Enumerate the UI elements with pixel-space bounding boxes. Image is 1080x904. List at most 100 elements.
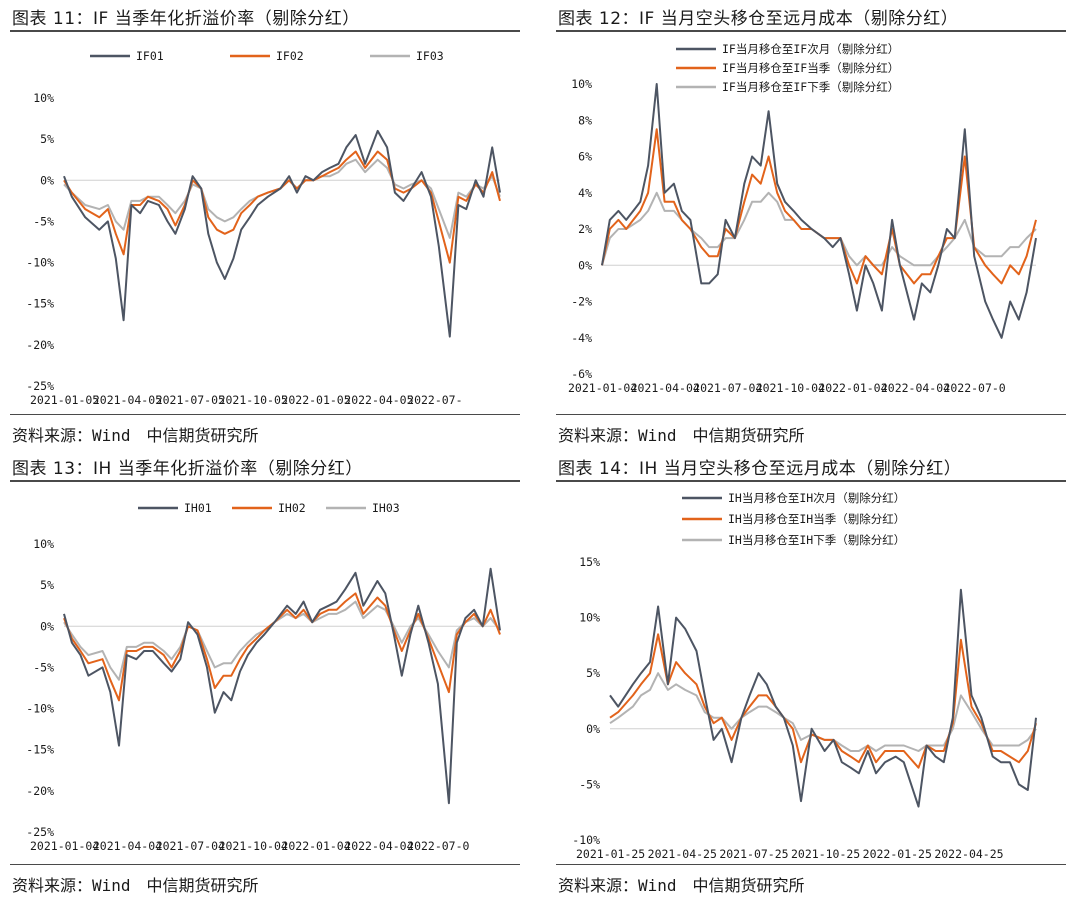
legend-label: IF当月移仓至IF下季（剔除分红） [722, 80, 899, 94]
y-tick-label: 5% [40, 132, 54, 146]
y-tick-label: 10% [33, 537, 54, 551]
x-tick-label: 2021-04-04 [93, 839, 162, 853]
title-divider [10, 480, 520, 482]
legend-label: IF03 [416, 49, 444, 63]
x-tick-label: 2022-04-04 [881, 381, 950, 395]
panel-ih-roll-cost: 图表 14：IH 当月空头移仓至远月成本（剔除分红） 15% 10% 5% 0% -5%… [546, 450, 1066, 900]
x-tick-label: 2021-07-05 [156, 393, 225, 407]
source-note: 资料来源：Wind 中信期货研究所 [558, 876, 805, 895]
x-tick-label: 2021-01-25 [576, 847, 645, 861]
y-tick-label: -15% [26, 743, 54, 757]
panel-if-roll-cost: 图表 12：IF 当月空头移仓至远月成本（剔除分红） 10% 8% 6% 4% 2% 0%… [546, 0, 1066, 450]
chart-ih-annualized-basis: 10%5%0%-5%-10%-15%-20%-25%2021-01-042021… [26, 501, 501, 853]
y-tick-label: -5% [33, 214, 54, 228]
x-tick-label: 2022-01-04 [281, 839, 350, 853]
y-tick-label: 10% [579, 611, 600, 625]
x-tick-label: 2022-07-0 [943, 381, 1005, 395]
source-divider [10, 414, 520, 415]
y-tick-label: 8% [578, 113, 592, 127]
x-tick-label: 2021-01-04 [568, 381, 637, 395]
panel-title: 图表 13：IH 当季年化折溢价率（剔除分红） [12, 459, 363, 479]
x-tick-label: 2021-01-04 [30, 839, 99, 853]
x-tick-label: 2021-01-05 [30, 393, 99, 407]
legend-label: IH03 [372, 501, 400, 515]
source-note: 资料来源：Wind 中信期货研究所 [12, 876, 259, 895]
x-tick-label: 2022-01-25 [863, 847, 932, 861]
panel-title: 图表 11：IF 当季年化折溢价率（剔除分红） [12, 9, 360, 29]
x-tick-label: 2022-01-05 [281, 393, 350, 407]
source-divider [556, 414, 1066, 415]
series-line-IH当月移仓至IH当季（剔除分红） [609, 633, 1037, 769]
x-tick-label: 2021-04-25 [648, 847, 717, 861]
legend-label: IH当月移仓至IH当季（剔除分红） [728, 512, 905, 526]
legend-label: IF当月移仓至IF次月（剔除分红） [722, 42, 899, 56]
y-tick-label: 0% [586, 722, 600, 736]
x-tick-label: 2021-07-25 [719, 847, 788, 861]
chart-ih-roll-cost: 15%10%5%0%-5%-10%2021-01-25 2021-04-25 202… [572, 491, 1037, 861]
x-tick-label: 2022-04-25 [934, 847, 1003, 861]
y-tick-label: 5% [40, 578, 54, 592]
legend-label: IF01 [136, 49, 164, 63]
series-line-IH01 [63, 567, 501, 805]
y-tick-label: -15% [26, 297, 54, 311]
x-tick-label: 2021-10-05 [219, 393, 288, 407]
legend-label: IH当月移仓至IH次月（剔除分红） [728, 491, 905, 505]
chart-if-annualized-basis: 10%5%0%-5%-10%-15%-20%-25%2021-01-052021… [26, 49, 501, 407]
y-tick-label: 0% [40, 619, 54, 633]
y-tick-label: -4% [571, 331, 592, 345]
y-tick-label: -5% [579, 777, 600, 791]
x-tick-label: 2022-07- [407, 393, 462, 407]
x-tick-label: 2021-07-04 [693, 381, 762, 395]
source-note: 资料来源：Wind 中信期货研究所 [12, 426, 259, 445]
title-divider [556, 480, 1066, 482]
panel-title: 图表 12：IF 当月空头移仓至远月成本（剔除分红） [558, 9, 959, 29]
y-tick-label: -20% [26, 338, 54, 352]
x-tick-label: 2022-07-0 [407, 839, 469, 853]
y-tick-label: -10% [26, 256, 54, 270]
x-tick-label: 2022-04-04 [344, 839, 413, 853]
y-tick-label: 15% [579, 555, 600, 569]
x-tick-label: 2021-04-04 [631, 381, 700, 395]
y-tick-label: 10% [33, 91, 54, 105]
legend-label: IF当月移仓至IF当季（剔除分红） [722, 61, 899, 75]
series-line-IH03 [63, 600, 501, 681]
x-tick-label: 2021-07-04 [156, 839, 225, 853]
panel-if-annualized-basis: 图表 11：IF 当季年化折溢价率（剔除分红） 10% 5% 0% -5% -10% -1… [0, 0, 520, 450]
y-tick-label: 5% [586, 666, 600, 680]
x-tick-label: 2021-10-04 [219, 839, 288, 853]
y-tick-label: -10% [572, 833, 600, 847]
x-tick-label: 2021-10-04 [756, 381, 825, 395]
y-tick-label: -6% [571, 367, 592, 381]
y-tick-label: 4% [578, 186, 592, 200]
title-divider [556, 30, 1066, 32]
source-note: 资料来源：Wind 中信期货研究所 [558, 426, 805, 445]
legend-label: IH当月移仓至IH下季（剔除分红） [728, 533, 905, 547]
y-tick-label: 0% [40, 173, 54, 187]
source-divider [556, 864, 1066, 865]
y-tick-label: 6% [578, 150, 592, 164]
title-divider [10, 30, 520, 32]
y-tick-label: -25% [26, 825, 54, 839]
y-tick-label: 10% [571, 77, 592, 91]
x-tick-label: 2021-10-25 [791, 847, 860, 861]
y-tick-label: -25% [26, 379, 54, 393]
y-tick-label: 0% [578, 258, 592, 272]
panel-title: 图表 14：IH 当月空头移仓至远月成本（剔除分红） [558, 459, 962, 479]
chart-if-roll-cost: 10% 8% 6% 4% 2% 0% -2% -4% -6%2021-01-042021-04-… [568, 42, 1037, 395]
legend-label: IH01 [184, 501, 212, 515]
y-tick-label: -20% [26, 784, 54, 798]
x-tick-label: 2022-01-04 [818, 381, 887, 395]
series-line-IF当月移仓至IF次月（剔除分红） [601, 83, 1037, 339]
y-tick-label: -10% [26, 702, 54, 716]
x-tick-label: 2021-04-05 [93, 393, 162, 407]
y-tick-label: -5% [33, 660, 54, 674]
series-line-IF01 [63, 129, 501, 338]
series-line-IH当月移仓至IH次月（剔除分红） [609, 588, 1037, 808]
legend-label: IH02 [278, 501, 306, 515]
source-divider [10, 864, 520, 865]
y-tick-label: 2% [578, 222, 592, 236]
x-tick-label: 2022-04-05 [344, 393, 413, 407]
panel-ih-annualized-basis: 图表 13：IH 当季年化折溢价率（剔除分红） 10% 5% 0% -5% -10% -1… [0, 450, 520, 900]
legend-label: IF02 [276, 49, 304, 63]
y-tick-label: -2% [571, 295, 592, 309]
